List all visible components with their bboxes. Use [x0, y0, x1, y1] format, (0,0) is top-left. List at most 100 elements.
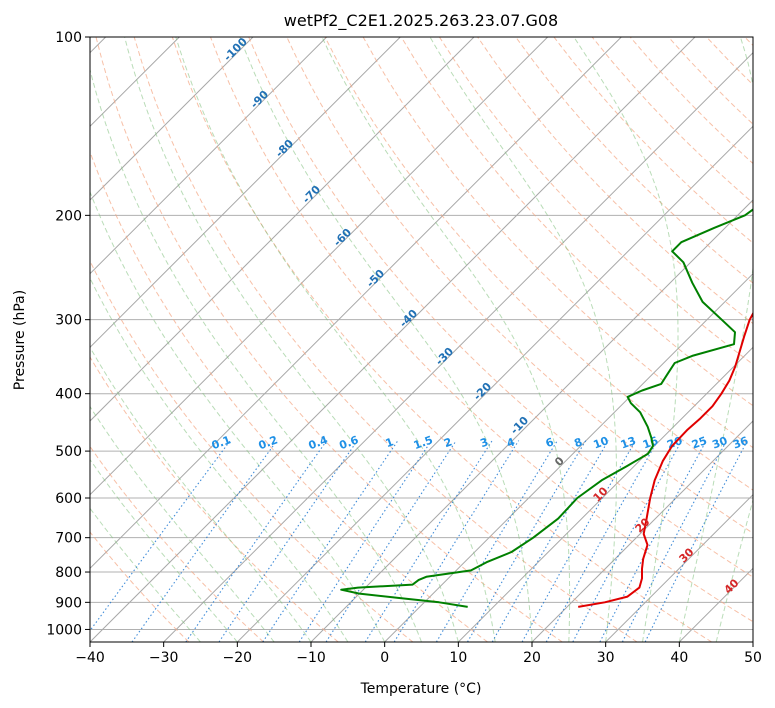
x-tick-label: 30: [597, 650, 615, 666]
dry-adiabat-line: [90, 259, 414, 642]
mixing-ratio-label: 13: [619, 434, 638, 451]
moist-adiabat-line: [90, 346, 312, 642]
y-tick-label: 1000: [46, 622, 82, 638]
y-tick-label: 100: [55, 30, 82, 46]
x-axis-label: Temperature (°C): [360, 681, 482, 697]
dry-adiabat-line: [400, 37, 753, 407]
y-tick-label: 300: [55, 313, 82, 329]
x-tick-label: −20: [223, 650, 253, 666]
y-tick-label: 600: [55, 491, 82, 507]
mixing-ratio-label: 2: [442, 435, 454, 450]
x-tick-label: −30: [149, 650, 179, 666]
mixing-ratio-label: 8: [572, 435, 584, 450]
plot-frame: [89, 36, 754, 643]
dry-adiabat-line: [171, 37, 712, 642]
mixing-ratio-label: 16: [641, 434, 660, 452]
isotherm-line: [90, 37, 328, 275]
isotherm-line: [90, 37, 401, 349]
axes: −40 −30 −20 −10 0 10 20 30 40 5010020030040050060…: [46, 30, 762, 666]
mixing-ratio-line: [545, 440, 659, 642]
mixing-ratio-label: 6: [544, 435, 556, 450]
moist-adiabat-line: [90, 190, 386, 642]
x-tick-label: 10: [449, 650, 467, 666]
mixing-ratio-label: 10: [592, 434, 611, 452]
moist-adiabat-line: [429, 37, 617, 642]
moist-adiabat-line: [90, 405, 275, 642]
mixing-ratio-label: 0.4: [307, 433, 330, 452]
isotherm-line: [90, 37, 622, 570]
y-tick-label: 900: [55, 595, 82, 611]
x-tick-label: 20: [523, 650, 541, 666]
dry-adiabat-line: [210, 37, 753, 623]
moist-adiabat-line: [175, 37, 496, 642]
isotherm-line: [384, 272, 753, 642]
dry-adiabat-line: [438, 37, 753, 366]
mixing-ratio-line: [435, 440, 558, 642]
mixing-ratio-line: [644, 440, 748, 642]
mixing-ratio-label: 0.2: [257, 433, 280, 452]
y-tick-label: 400: [55, 387, 82, 403]
mixing-ratio-line: [90, 440, 231, 632]
mixing-ratio-label: 4: [505, 435, 517, 450]
mixing-ratio-line: [467, 440, 587, 642]
mixing-ratio-label: 1.5: [412, 433, 435, 452]
dry-adiabat-line: [248, 37, 753, 578]
mixing-ratio-label: 3: [478, 435, 490, 450]
dry-adiabat-line: [90, 531, 190, 642]
x-tick-label: 0: [380, 650, 389, 666]
mixing-ratio-line: [572, 440, 683, 642]
dry-adiabat-line: [515, 37, 753, 284]
y-tick-label: 700: [55, 531, 82, 547]
x-tick-label: 50: [744, 650, 762, 666]
moist-adiabat-line: [321, 37, 571, 642]
dry-adiabat-line: [324, 37, 753, 491]
isotherm-line: [457, 346, 753, 642]
isotherm-line: [531, 420, 753, 642]
isotherm-line: [90, 37, 475, 422]
x-tick-label: −40: [75, 650, 105, 666]
x-tick-label: 40: [670, 650, 688, 666]
moist-adiabat-line: [90, 277, 349, 642]
isotherm-line: [90, 37, 254, 201]
mixing-ratio-label: 0.1: [210, 433, 233, 452]
isotherm-line: [236, 125, 753, 642]
dewpoint-profile-line: [340, 208, 753, 608]
mixing-ratio-line: [521, 440, 637, 642]
moist-adiabat-line: [90, 507, 201, 642]
moist-adiabat-line: [239, 37, 533, 642]
mixing-ratio-label: 25: [690, 434, 709, 451]
chart-title: wetPf2_C2E1.2025.263.23.07.G08: [284, 11, 558, 31]
moist-adiabat-line: [90, 67, 422, 642]
y-tick-label: 800: [55, 565, 82, 581]
dry-adiabat-line: [90, 356, 339, 642]
dry-adiabat-line: [90, 150, 488, 642]
y-tick-label: 500: [55, 444, 82, 460]
dry-adiabat-line: [90, 445, 264, 642]
moist-adiabat-line: [715, 498, 753, 642]
y-axis-label: Pressure (hPa): [12, 290, 28, 390]
mixing-ratio-line: [364, 440, 493, 642]
mixing-ratio-line: [325, 440, 457, 642]
mixing-ratio-line: [393, 440, 520, 642]
moist-adiabat-line: [90, 458, 238, 642]
mixing-ratio-label: 1: [384, 435, 396, 450]
x-tick-label: −10: [296, 650, 326, 666]
dry-adiabat-line: [95, 37, 563, 642]
moist-adiabat-line: [573, 37, 679, 642]
moist-adiabat-line: [124, 37, 459, 642]
isotherm-line: [90, 37, 549, 496]
mixing-ratio-label: 30: [710, 434, 729, 452]
temperature-profile-line: [578, 311, 753, 608]
dry-adiabat-line: [133, 37, 638, 642]
mixing-ratio-line: [491, 440, 609, 642]
mixing-ratio-line: [262, 440, 399, 642]
y-tick-label: 200: [55, 208, 82, 224]
moist-adiabat-line: [678, 37, 753, 642]
mixing-ratio-label: 36: [731, 434, 750, 452]
plot-area: 0.1 0.2 0.4 0.6 1 1.5 2 3 4 6 8 10 13 16 20 25 30 36-100-…: [90, 37, 753, 642]
mixing-ratio-line: [131, 440, 278, 642]
mixing-ratio-line: [298, 440, 432, 642]
mixing-ratio-line: [185, 440, 328, 642]
mixing-ratio-label: 0.6: [338, 433, 361, 452]
